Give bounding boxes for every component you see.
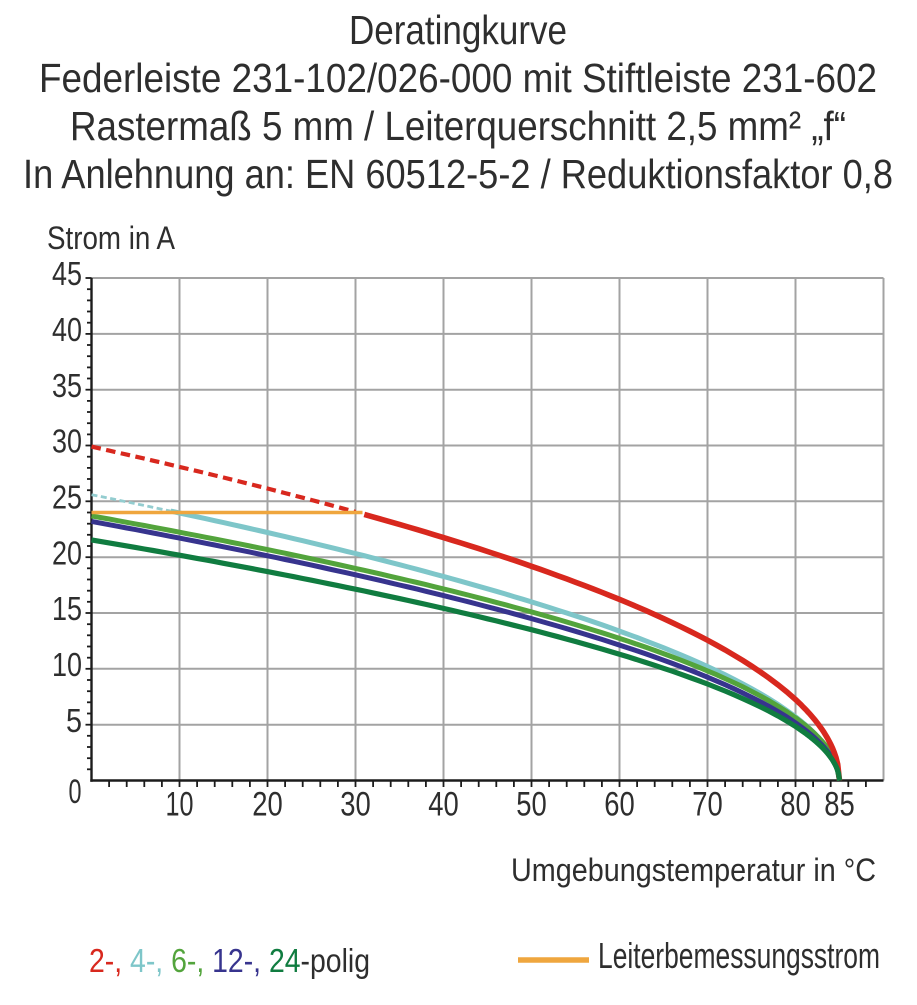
svg-text:70: 70: [692, 786, 723, 824]
svg-text:Federleiste 231-102/026-000 mi: Federleiste 231-102/026-000 mit Stiftlei…: [39, 55, 877, 101]
svg-text:5: 5: [66, 702, 82, 739]
svg-text:In Anlehnung an: EN 60512-5-2: In Anlehnung an: EN 60512-5-2 / Reduktio…: [23, 151, 893, 197]
svg-text:30: 30: [52, 423, 82, 460]
svg-text:40: 40: [428, 786, 459, 824]
svg-text:30: 30: [340, 786, 371, 824]
svg-text:Rastermaß 5 mm / Leiterquersch: Rastermaß 5 mm / Leiterquerschnitt 2,5 m…: [70, 103, 846, 149]
svg-text:40: 40: [52, 311, 82, 348]
svg-text:Umgebungstemperatur in °C: Umgebungstemperatur in °C: [511, 852, 876, 888]
svg-text:15: 15: [52, 590, 82, 627]
svg-text:10: 10: [166, 786, 194, 824]
svg-text:20: 20: [52, 534, 82, 571]
svg-text:80: 80: [780, 786, 811, 824]
svg-text:85: 85: [824, 786, 855, 824]
svg-text:Deratingkurve: Deratingkurve: [349, 7, 567, 53]
svg-text:20: 20: [252, 786, 283, 824]
svg-text:60: 60: [604, 786, 635, 824]
svg-text:45: 45: [52, 255, 82, 292]
svg-text:10: 10: [52, 646, 82, 683]
svg-text:0: 0: [69, 773, 82, 811]
svg-text:35: 35: [52, 367, 82, 404]
svg-text:Strom in A: Strom in A: [47, 220, 176, 256]
svg-text:2-, 4-, 6-, 12-, 24-polig: 2-, 4-, 6-, 12-, 24-polig: [89, 942, 370, 979]
svg-text:25: 25: [52, 479, 82, 516]
svg-text:50: 50: [516, 786, 547, 824]
svg-text:Leiterbemessungsstrom: Leiterbemessungsstrom: [598, 935, 880, 976]
